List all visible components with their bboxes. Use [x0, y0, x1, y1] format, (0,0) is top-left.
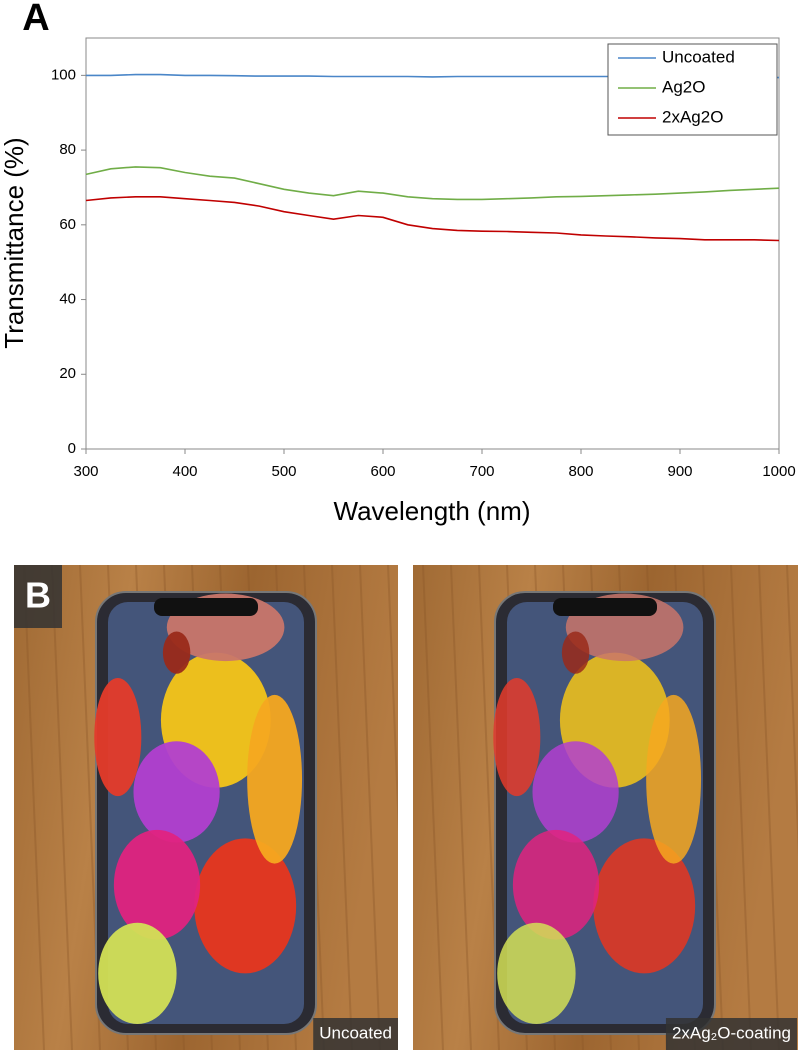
x-tick-label: 500	[271, 463, 296, 480]
leaf	[98, 922, 177, 1024]
y-tick-label: 0	[68, 440, 76, 457]
y-tick-label: 20	[59, 365, 76, 382]
photo-panel: Uncoated 2xAg₂O-coating B	[14, 565, 798, 1050]
wood-grain	[422, 565, 444, 1050]
panel-label: A	[22, 0, 49, 39]
x-tick-label: 1000	[762, 463, 795, 480]
leaf	[532, 741, 619, 843]
y-tick-label: 100	[51, 66, 76, 83]
x-tick-label: 600	[370, 463, 395, 480]
wood-grain	[23, 565, 45, 1050]
legend-label: 2xAg2O	[662, 107, 723, 126]
photo-caption: Uncoated	[319, 1023, 392, 1042]
x-tick-label: 700	[469, 463, 494, 480]
legend-label: Uncoated	[662, 47, 735, 66]
leaf	[162, 631, 191, 674]
leaf	[512, 829, 600, 940]
wood-grain	[359, 565, 381, 1050]
leaf	[133, 741, 220, 843]
leaf	[646, 694, 702, 864]
leaf	[561, 631, 590, 674]
plot-frame	[85, 37, 780, 450]
caption-box	[665, 1018, 797, 1050]
x-tick-label: 800	[568, 463, 593, 480]
wood-grain	[758, 565, 780, 1050]
wood-grain	[387, 565, 398, 832]
series-line	[85, 196, 780, 242]
y-axis-title: Transmittance (%)	[0, 137, 29, 348]
legend-label: Ag2O	[662, 77, 705, 96]
leaf	[94, 677, 142, 797]
wood-grain	[450, 565, 472, 1050]
x-tick-label: 900	[667, 463, 692, 480]
x-tick-label: 300	[73, 463, 98, 480]
wood-grain	[730, 565, 752, 1050]
leaf	[113, 829, 201, 940]
phone-notch	[553, 598, 657, 616]
panel-label: B	[25, 575, 51, 616]
photo: Uncoated	[14, 565, 398, 1050]
y-tick-label: 60	[59, 216, 76, 233]
leaf	[194, 838, 297, 974]
leaf	[247, 694, 303, 864]
leaf	[593, 838, 696, 974]
panel-label-box	[14, 565, 62, 628]
wood-grain	[331, 565, 353, 1050]
wood-grain	[786, 565, 798, 857]
photo: 2xAg₂O-coating	[413, 565, 798, 1050]
leaf	[497, 922, 576, 1024]
legend-box	[607, 43, 778, 136]
y-tick-label: 40	[59, 291, 76, 308]
caption-box	[313, 1018, 398, 1050]
y-tick-label: 80	[59, 141, 76, 158]
phone-notch	[154, 598, 258, 616]
x-axis-title: Wavelength (nm)	[334, 496, 531, 526]
photo-caption: 2xAg₂O-coating	[672, 1023, 791, 1042]
x-tick-label: 400	[172, 463, 197, 480]
leaf	[493, 677, 541, 797]
wood-grain	[51, 565, 73, 1050]
series-line	[85, 166, 780, 201]
